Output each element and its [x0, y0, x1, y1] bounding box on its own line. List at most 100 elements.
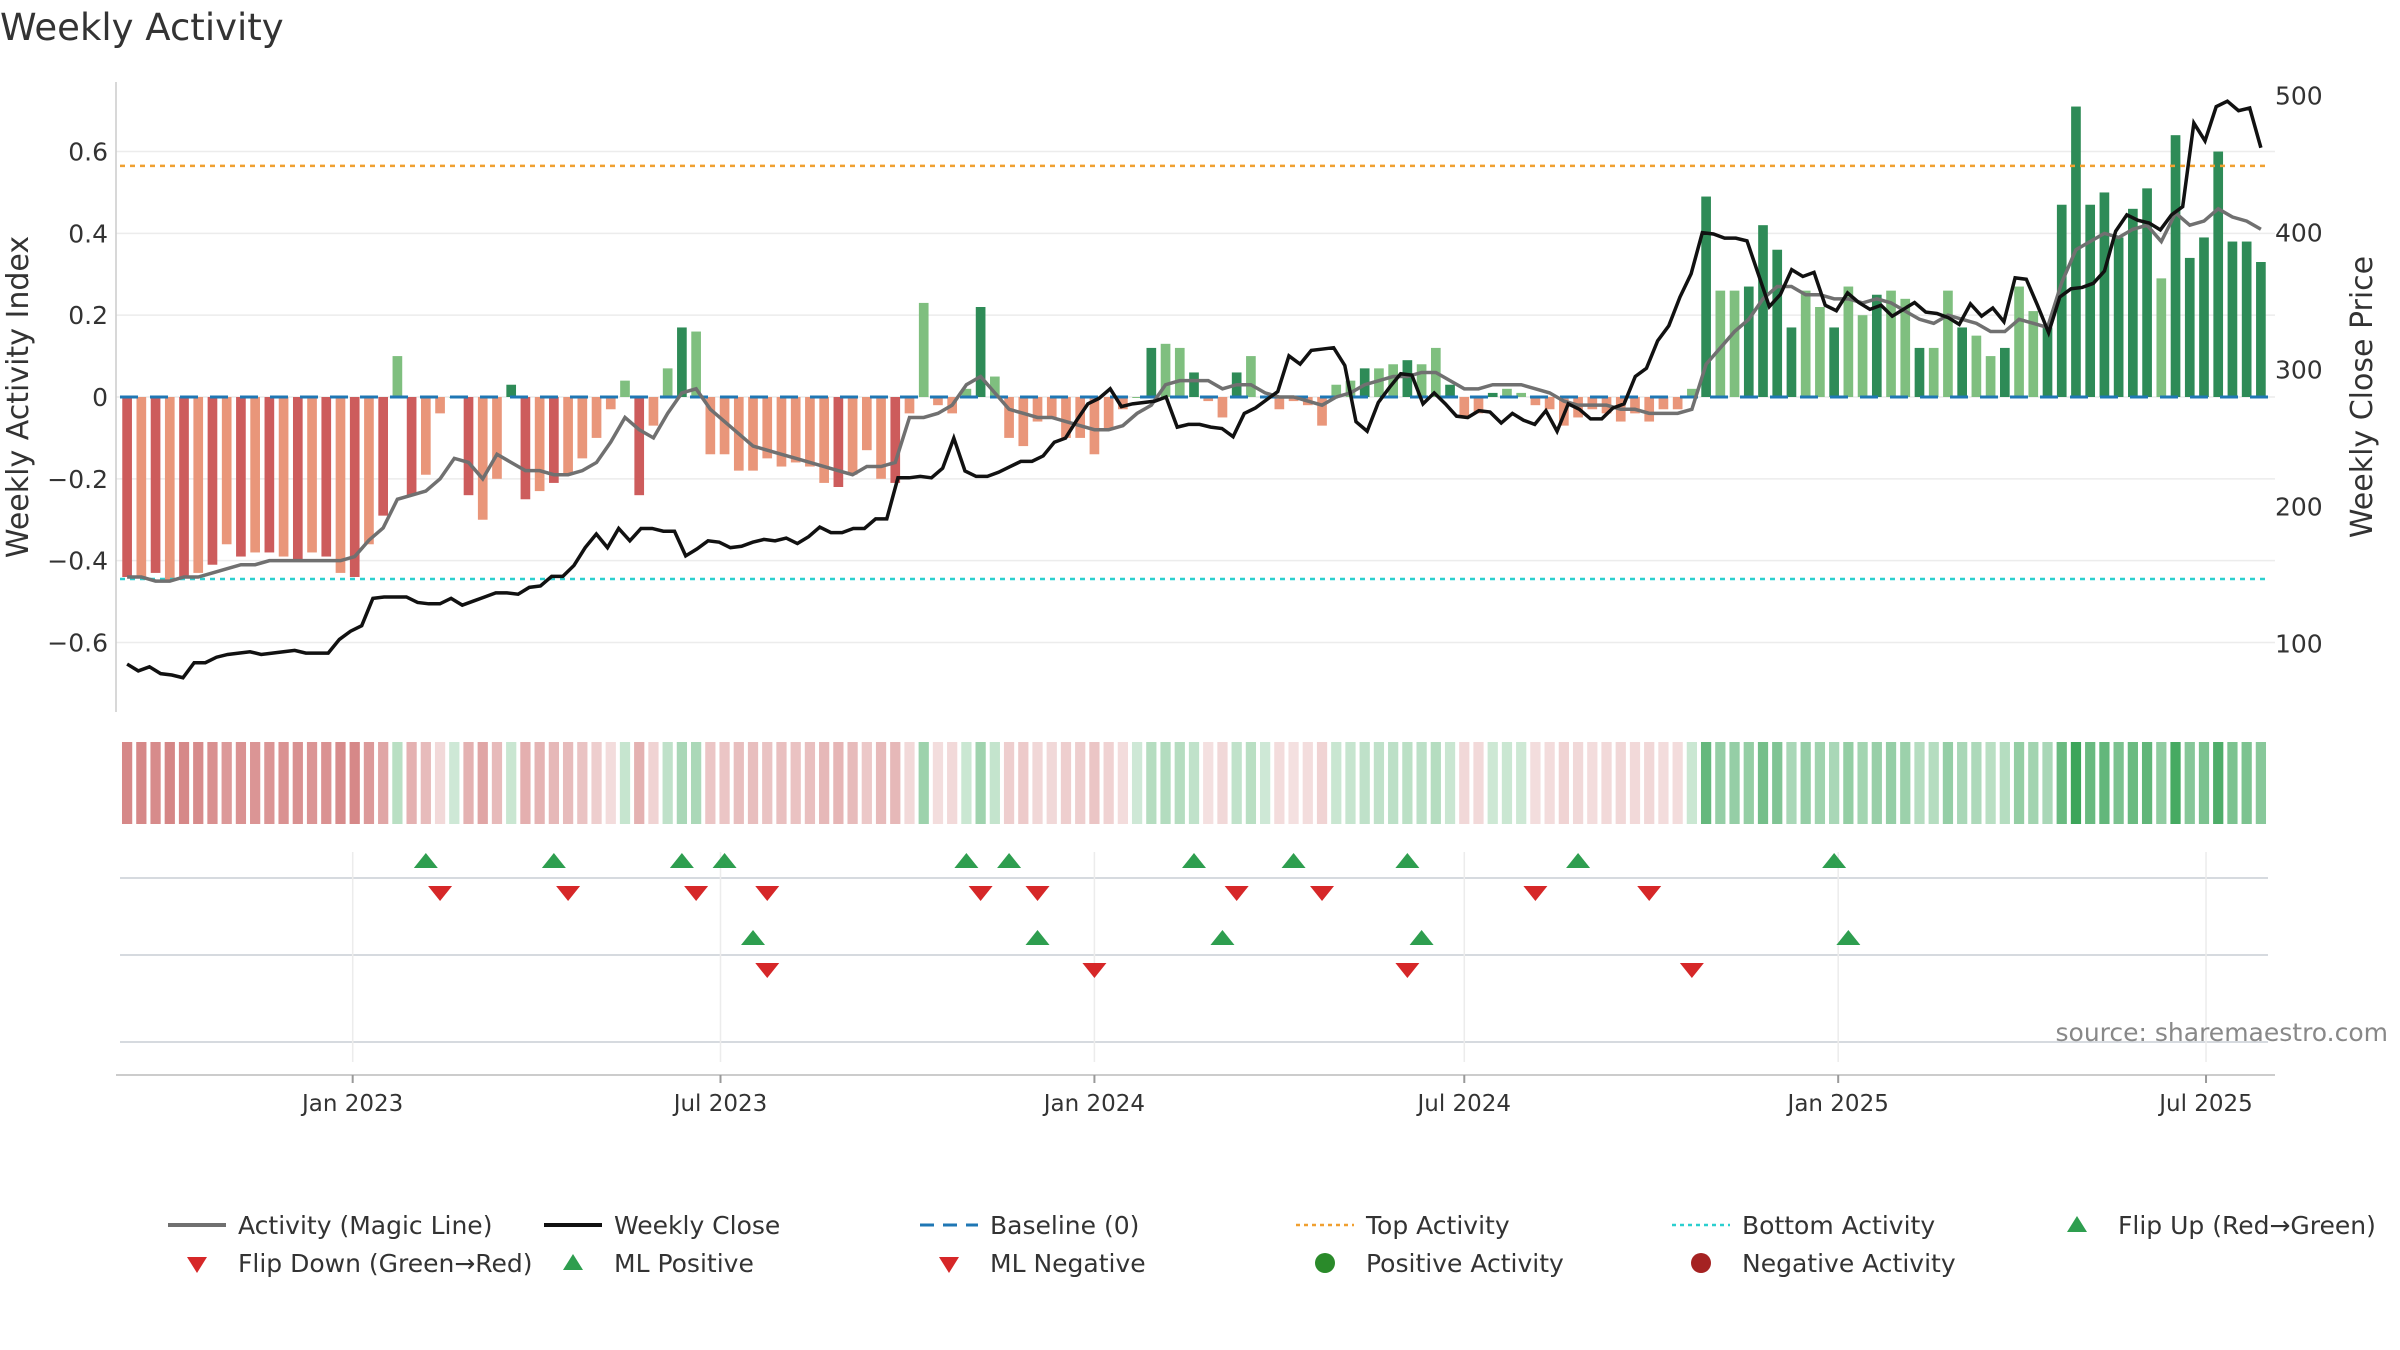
activity-bar	[349, 397, 360, 577]
dot-green-icon	[1294, 1248, 1356, 1278]
activity-bar	[2042, 327, 2053, 397]
activity-strip-cell	[1786, 742, 1797, 824]
activity-strip-cell	[1914, 742, 1925, 824]
activity-bar	[2227, 241, 2238, 397]
ml-positive-marker	[1409, 930, 1434, 945]
activity-strip-cell	[1345, 742, 1356, 824]
legend-item-baseline: Baseline (0)	[918, 1210, 1139, 1240]
activity-bar	[2085, 204, 2096, 397]
activity-strip-cell	[1544, 742, 1555, 824]
ml-positive-marker	[741, 930, 766, 945]
activity-strip-cell	[1146, 742, 1157, 824]
activity-strip-cell	[1117, 742, 1128, 824]
activity-strip-cell	[164, 742, 175, 824]
activity-strip-cell	[2042, 742, 2053, 824]
activity-bar	[1530, 397, 1541, 406]
activity-bar	[250, 397, 260, 553]
activity-bar	[819, 397, 829, 483]
activity-strip-cell	[2013, 742, 2025, 824]
activity-bar	[421, 397, 431, 475]
activity-bar	[1103, 397, 1114, 430]
activity-strip-cell	[975, 742, 986, 824]
activity-bar	[520, 397, 531, 500]
activity-strip-cell	[1444, 742, 1456, 824]
activity-strip-cell	[676, 742, 688, 824]
activity-bar	[264, 397, 275, 553]
activity-strip-cell	[1288, 742, 1299, 824]
legend-label: Weekly Close	[614, 1210, 781, 1240]
activity-strip-cell	[1060, 742, 1072, 824]
ml-positive-marker	[1836, 930, 1861, 945]
activity-strip-cell	[1402, 742, 1413, 824]
activity-bar	[136, 397, 147, 577]
activity-bar	[1800, 290, 1811, 397]
legend-item-negative-activity: Negative Activity	[1670, 1248, 1956, 1278]
activity-strip-cell	[1814, 742, 1826, 824]
activity-bar	[634, 397, 645, 496]
y-tick-label: −0.4	[47, 547, 108, 576]
ml-negative-marker	[1082, 963, 1107, 978]
activity-strip-cell	[1957, 742, 1968, 824]
activity-strip-cell	[1103, 742, 1114, 824]
activity-bar	[1004, 397, 1014, 438]
dot-darkred-icon	[1670, 1248, 1732, 1278]
activity-strip-cell	[1131, 742, 1143, 824]
activity-strip-cell	[1843, 742, 1854, 824]
activity-bar	[648, 397, 659, 426]
activity-strip-cell	[1373, 742, 1385, 824]
activity-bar	[406, 397, 417, 496]
activity-bar	[1871, 294, 1882, 397]
activity-strip-cell	[1942, 742, 1954, 824]
ml-negative-marker	[755, 963, 780, 978]
y2-axis-label: Weekly Close Price	[2345, 256, 2380, 538]
activity-bar	[1445, 384, 1455, 397]
activity-bar	[1146, 347, 1157, 397]
activity-bar	[1815, 307, 1825, 397]
flip-down-marker	[1637, 886, 1662, 901]
activity-bar	[1630, 397, 1640, 414]
activity-bar	[506, 384, 517, 397]
activity-strip-cell	[1629, 742, 1641, 824]
activity-strip-cell	[733, 742, 744, 824]
activity-strip-cell	[193, 742, 204, 824]
flip-up-marker	[954, 853, 979, 868]
activity-strip-cell	[662, 742, 673, 824]
legend-item-flip-up: Flip Up (Red→Green)	[2046, 1210, 2376, 1240]
activity-strip-cell	[1075, 742, 1086, 824]
triangle-up-green-icon	[2046, 1210, 2108, 1240]
activity-bar	[847, 397, 858, 475]
activity-strip-cell	[1487, 742, 1498, 824]
activity-strip-cell	[847, 742, 858, 824]
x-tick-label: Jul 2024	[1415, 1091, 1511, 1117]
x-tick-label: Jan 2025	[1786, 1091, 1889, 1117]
chart-legend: Activity (Magic Line) Weekly Close Basel…	[150, 1210, 2400, 1290]
activity-bar	[705, 397, 716, 455]
activity-bar	[1857, 315, 1868, 397]
flip-down-marker	[968, 886, 993, 901]
activity-strip-cell	[178, 742, 190, 824]
activity-bar	[1843, 286, 1854, 397]
activity-bar	[1473, 397, 1484, 414]
activity-strip-cell	[2198, 742, 2210, 824]
activity-strip-cell	[463, 742, 474, 824]
legend-label: Positive Activity	[1366, 1248, 1564, 1278]
activity-strip-cell	[1501, 742, 1513, 824]
legend-item-positive-activity: Positive Activity	[1294, 1248, 1564, 1278]
flip-up-marker	[997, 853, 1022, 868]
activity-strip-cell	[406, 742, 417, 824]
y-tick-label: 0	[92, 383, 108, 412]
activity-bar	[975, 307, 986, 397]
legend-label: Top Activity	[1366, 1210, 1510, 1240]
activity-strip-cell	[2099, 742, 2110, 824]
activity-strip-cell	[491, 742, 503, 824]
activity-bar	[1687, 388, 1697, 397]
activity-strip-cell	[2056, 742, 2067, 824]
dotted-cyan-icon	[1670, 1210, 1732, 1240]
activity-strip-cell	[1900, 742, 1911, 824]
activity-strip-cell	[961, 742, 972, 824]
activity-bar	[435, 397, 445, 414]
flip-up-marker	[1281, 853, 1306, 868]
activity-bar	[1928, 347, 1939, 397]
activity-bar	[1786, 327, 1797, 397]
activity-strip-cell	[790, 742, 801, 824]
